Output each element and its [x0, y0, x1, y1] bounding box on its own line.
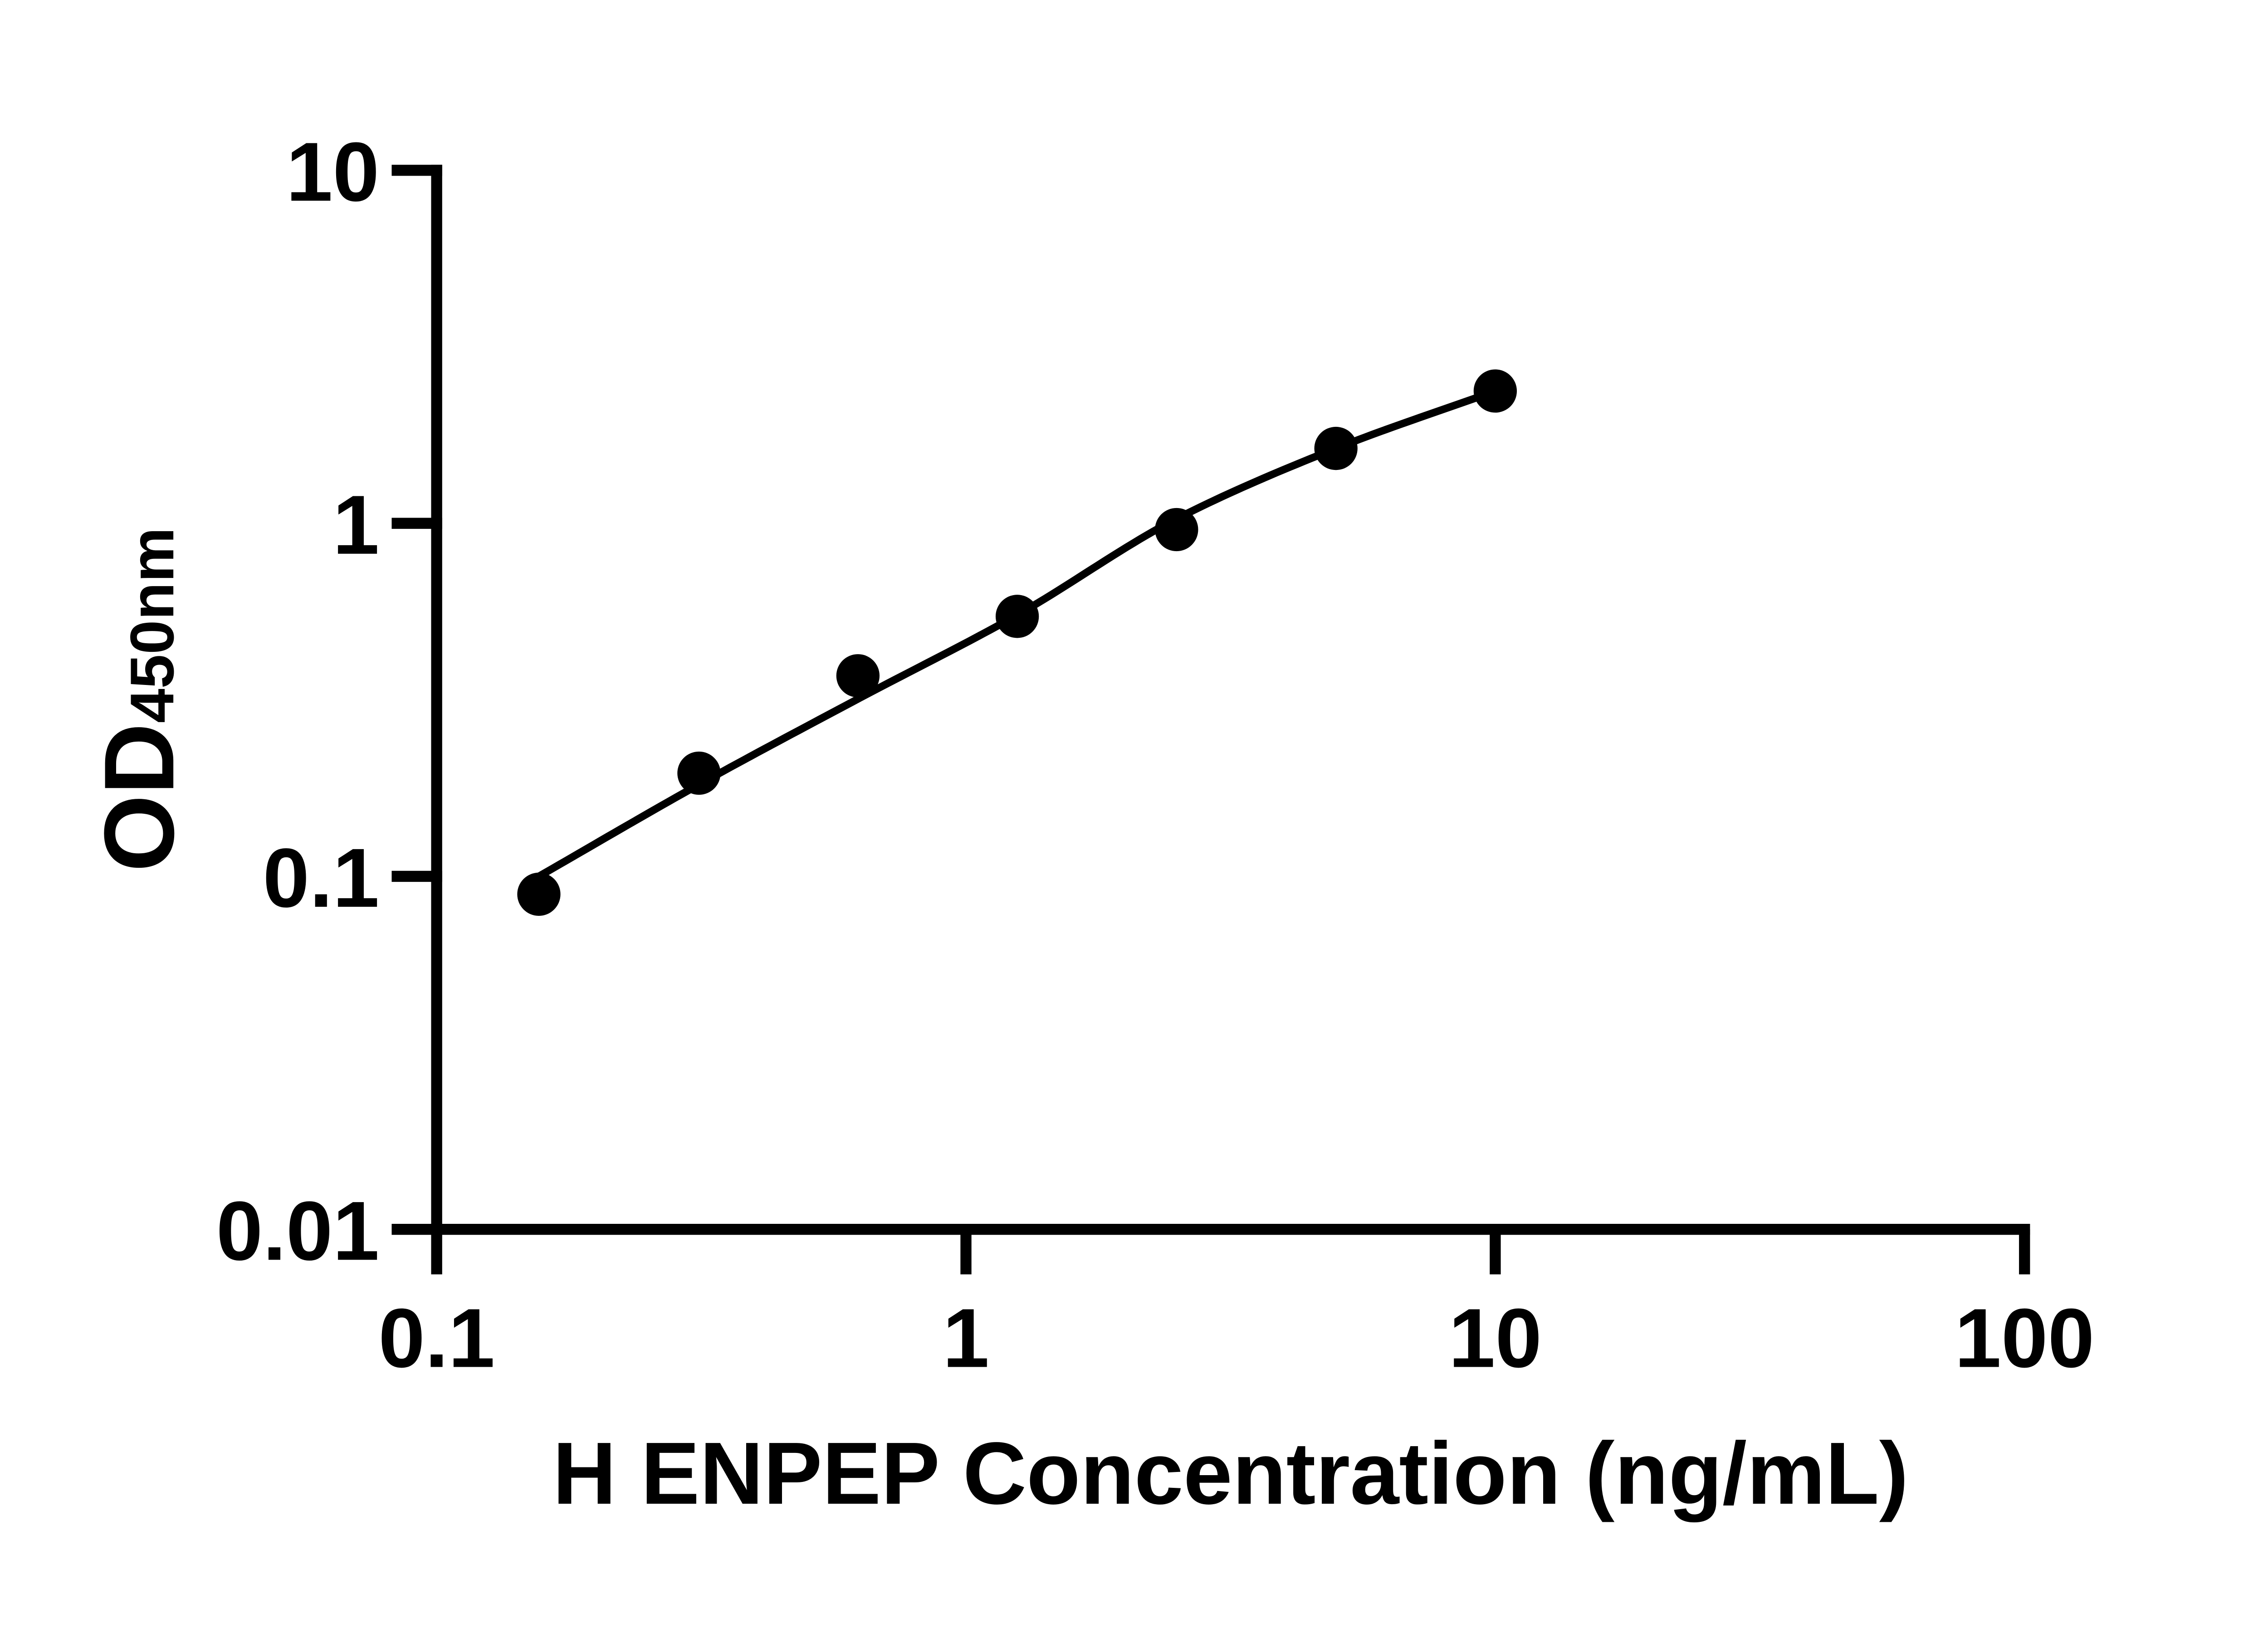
x-tick-labels: 0.1 1 10 100	[378, 1292, 2094, 1385]
data-point	[1473, 369, 1517, 413]
data-point	[677, 751, 721, 795]
data-point	[995, 595, 1039, 638]
y-tick-label: 0.01	[216, 1184, 380, 1278]
y-axis-title-subscript: 450nm	[117, 528, 186, 723]
axes	[431, 165, 2030, 1235]
data-point	[1155, 508, 1198, 552]
data-points	[517, 369, 1517, 916]
x-axis-title: H ENPEP Concentration (ng/mL)	[552, 1424, 1908, 1523]
y-tick-label: 10	[286, 126, 380, 219]
y-axis-title-main: OD	[84, 723, 195, 872]
y-tick-label: 0.1	[263, 831, 379, 925]
x-tick-label: 100	[1955, 1292, 2094, 1385]
y-tick-label: 1	[333, 479, 380, 572]
y-axis-title: OD450nm	[84, 528, 195, 872]
x-tick-label: 1	[943, 1292, 989, 1385]
data-point	[517, 872, 561, 916]
x-tick-label: 10	[1449, 1292, 1542, 1385]
data-point	[1314, 426, 1358, 470]
y-tick-labels: 10 1 0.1 0.01	[216, 126, 380, 1278]
data-point	[836, 654, 880, 698]
x-tick-marks	[431, 1229, 2030, 1275]
x-tick-label: 0.1	[378, 1292, 495, 1385]
